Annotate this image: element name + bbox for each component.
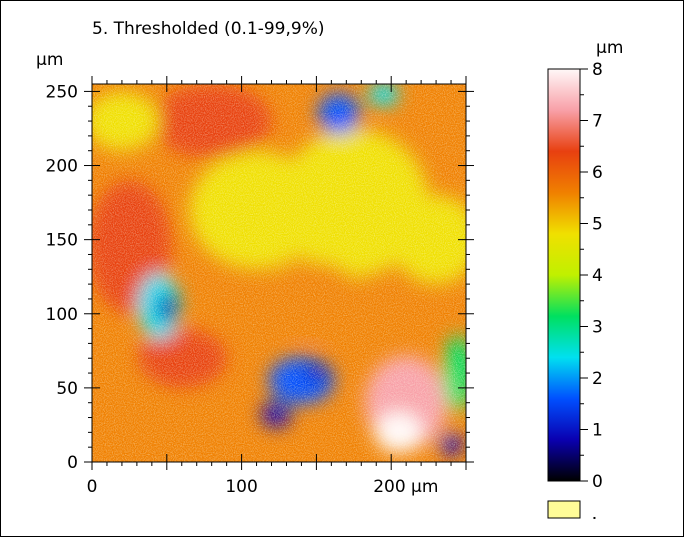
y-tick-label: 250 <box>46 82 78 102</box>
axes: 0 100 200 µm 0 50 100 150 200 250 <box>46 76 474 497</box>
plot-border <box>91 83 467 463</box>
height-map <box>92 84 466 462</box>
x-tick-label: 200 µm <box>373 477 438 497</box>
y-tick-label: 0 <box>67 453 78 473</box>
y-tick-label: 50 <box>56 379 78 399</box>
surface-texture <box>92 84 466 462</box>
colorbar-tick-label: 2 <box>592 369 603 389</box>
colorbar-tick-label: 5 <box>592 215 603 235</box>
colorbar-tick-label: 3 <box>592 318 603 338</box>
y-tick-label: 150 <box>46 231 78 251</box>
colorbar-tick-label: 6 <box>592 163 603 183</box>
x-tick-label: 0 <box>87 477 98 497</box>
colorbar-tick-label: 7 <box>592 112 603 132</box>
x-tick-label: 100 <box>225 477 257 497</box>
colorbar-tick-label: 1 <box>592 421 603 441</box>
y-axis-unit: µm <box>36 50 64 70</box>
invalid-points-mark: ▪ <box>593 515 596 520</box>
colorbar-ticks: 0 1 2 3 4 5 6 7 8 <box>580 60 603 492</box>
colorbar-tick-label: 0 <box>592 472 603 492</box>
y-tick-label: 100 <box>46 305 78 325</box>
colorbar-unit: µm <box>596 38 624 58</box>
colorbar <box>547 68 581 482</box>
invalid-points-swatch <box>547 500 581 519</box>
colorbar-tick-label: 4 <box>592 266 603 286</box>
chart-title: 5. Thresholded (0.1-99,9%) <box>92 19 325 39</box>
y-tick-label: 200 <box>46 157 78 177</box>
colorbar-tick-label: 8 <box>592 60 603 80</box>
